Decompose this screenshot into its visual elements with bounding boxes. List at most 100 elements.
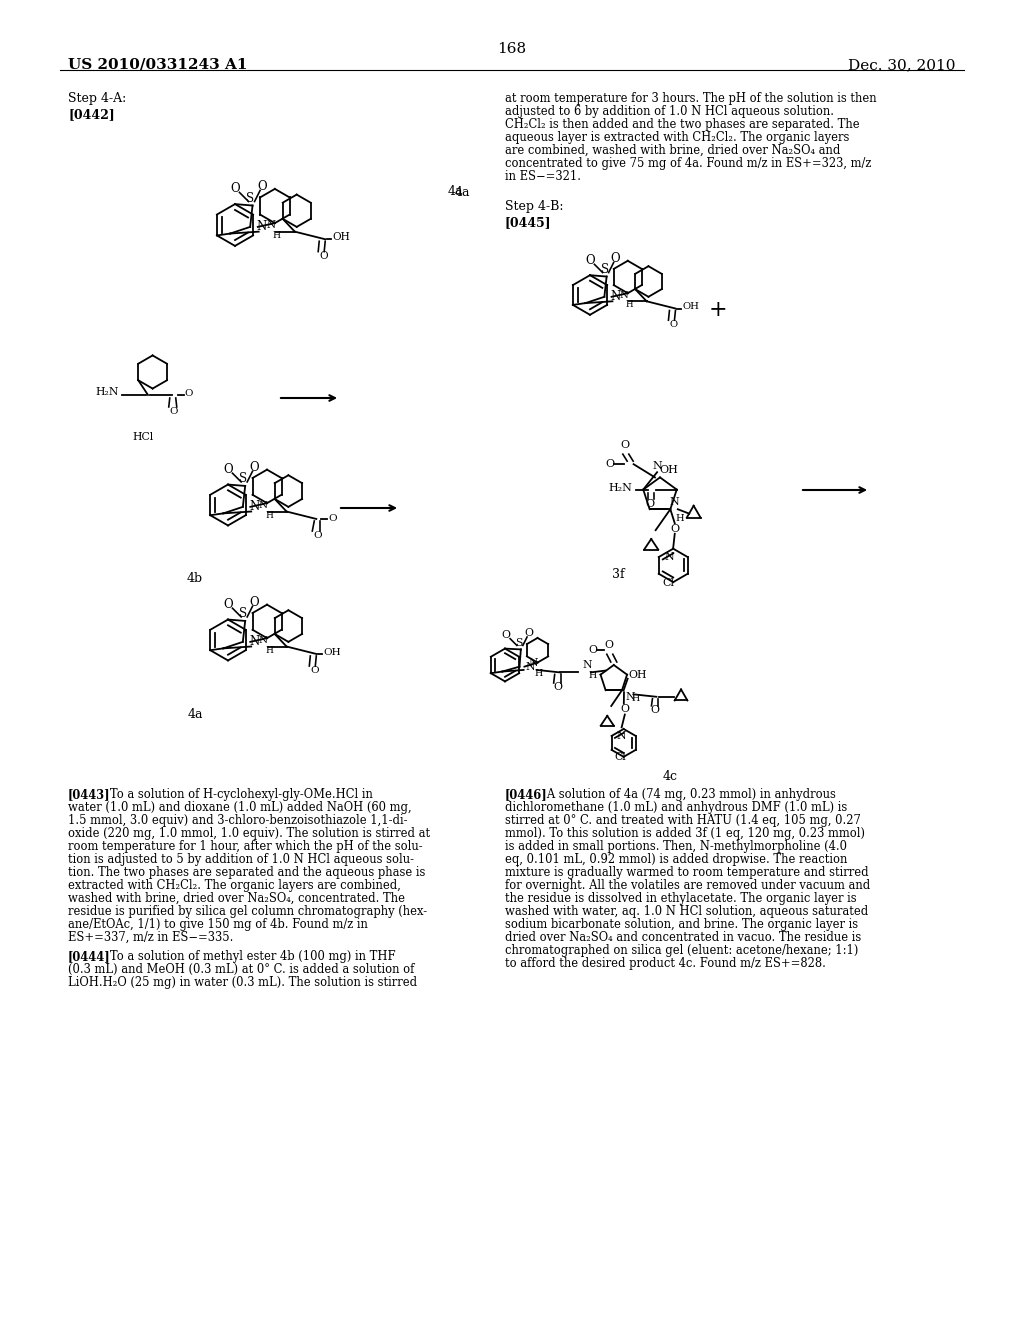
Text: 168: 168 [498, 42, 526, 55]
Text: O: O [524, 628, 534, 638]
Text: O: O [588, 645, 597, 655]
Text: tion is adjusted to 5 by addition of 1.0 N HCl aqueous solu-: tion is adjusted to 5 by addition of 1.0… [68, 853, 414, 866]
Text: O: O [621, 704, 630, 714]
Text: mixture is gradually warmed to room temperature and stirred: mixture is gradually warmed to room temp… [505, 866, 868, 879]
Text: N: N [249, 635, 260, 648]
Text: extracted with CH₂Cl₂. The organic layers are combined,: extracted with CH₂Cl₂. The organic layer… [68, 879, 400, 892]
Text: O: O [184, 388, 193, 397]
Text: ES+=337, m/z in ES−=335.: ES+=337, m/z in ES−=335. [68, 931, 233, 944]
Text: at room temperature for 3 hours. The pH of the solution is then: at room temperature for 3 hours. The pH … [505, 92, 877, 106]
Text: N: N [626, 692, 635, 702]
Text: N: N [257, 220, 267, 234]
Text: tion. The two phases are separated and the aqueous phase is: tion. The two phases are separated and t… [68, 866, 425, 879]
Text: 3f: 3f [611, 568, 625, 581]
Text: 4c: 4c [663, 770, 678, 783]
Text: S: S [247, 191, 255, 205]
Text: O: O [313, 531, 323, 540]
Text: O: O [645, 499, 654, 508]
Text: O: O [257, 180, 267, 193]
Text: N: N [616, 731, 626, 741]
Text: O: O [670, 321, 678, 329]
Text: O: O [650, 705, 658, 715]
Text: stirred at 0° C. and treated with HATU (1.4 eq, 105 mg, 0.27: stirred at 0° C. and treated with HATU (… [505, 814, 861, 828]
Text: O: O [670, 524, 679, 533]
Text: N: N [583, 660, 592, 671]
Text: N: N [266, 219, 275, 230]
Text: O: O [329, 515, 337, 524]
Text: O: O [223, 598, 233, 611]
Text: 4b: 4b [187, 572, 203, 585]
Text: H: H [265, 511, 273, 520]
Text: chromatographed on silica gel (eluent: acetone/hexane; 1:1): chromatographed on silica gel (eluent: a… [505, 944, 858, 957]
Text: A solution of 4a (74 mg, 0.23 mmol) in anhydrous: A solution of 4a (74 mg, 0.23 mmol) in a… [537, 788, 836, 801]
Text: S: S [240, 607, 247, 620]
Text: the residue is dissolved in ethylacetate. The organic layer is: the residue is dissolved in ethylacetate… [505, 892, 857, 906]
Text: [0442]: [0442] [68, 108, 115, 121]
Text: mmol). To this solution is added 3f (1 eq, 120 mg, 0.23 mmol): mmol). To this solution is added 3f (1 e… [505, 828, 865, 840]
Text: O: O [310, 667, 318, 676]
Text: ane/EtOAc, 1/1) to give 150 mg of 4b. Found m/z in: ane/EtOAc, 1/1) to give 150 mg of 4b. Fo… [68, 917, 368, 931]
Text: is added in small portions. Then, N-methylmorpholine (4.0: is added in small portions. Then, N-meth… [505, 840, 847, 853]
Text: O: O [605, 459, 614, 469]
Text: N: N [259, 500, 267, 510]
Text: O: O [610, 252, 621, 265]
Text: H: H [589, 671, 597, 680]
Text: N: N [665, 552, 675, 562]
Text: dichloromethane (1.0 mL) and anhydrous DMF (1.0 mL) is: dichloromethane (1.0 mL) and anhydrous D… [505, 801, 847, 814]
Text: Cl: Cl [614, 752, 627, 762]
Text: 4a: 4a [187, 708, 203, 721]
Text: [0443]: [0443] [68, 788, 111, 801]
Text: +: + [709, 300, 727, 321]
Text: Dec. 30, 2010: Dec. 30, 2010 [849, 58, 956, 73]
Text: O: O [319, 251, 328, 261]
Text: H: H [631, 694, 639, 704]
Text: O: O [621, 440, 630, 450]
Text: N: N [259, 636, 267, 644]
Text: [0446]: [0446] [505, 788, 548, 801]
Text: room temperature for 1 hour, after which the pH of the solu-: room temperature for 1 hour, after which… [68, 840, 423, 853]
Text: To a solution of methyl ester 4b (100 mg) in THF: To a solution of methyl ester 4b (100 mg… [99, 950, 396, 964]
Text: H: H [626, 301, 634, 309]
Text: OH: OH [324, 648, 341, 656]
Text: residue is purified by silica gel column chromatography (hex-: residue is purified by silica gel column… [68, 906, 427, 917]
Text: OH: OH [683, 302, 699, 312]
Text: concentrated to give 75 mg of 4a. Found m/z in ES+=323, m/z: concentrated to give 75 mg of 4a. Found … [505, 157, 871, 170]
Text: N: N [249, 500, 260, 513]
Text: O: O [250, 461, 259, 474]
Text: 1.5 mmol, 3.0 equiv) and 3-chloro-benzoisothiazole 1,1-di-: 1.5 mmol, 3.0 equiv) and 3-chloro-benzoi… [68, 814, 408, 828]
Text: OH: OH [659, 465, 678, 475]
Text: 4a: 4a [447, 185, 463, 198]
Text: O: O [230, 182, 241, 195]
Text: S: S [240, 473, 247, 484]
Text: water (1.0 mL) and dioxane (1.0 mL) added NaOH (60 mg,: water (1.0 mL) and dioxane (1.0 mL) adde… [68, 801, 412, 814]
Text: for overnight. All the volatiles are removed under vacuum and: for overnight. All the volatiles are rem… [505, 879, 870, 892]
Text: Step 4-B:: Step 4-B: [505, 201, 563, 213]
Text: CH₂Cl₂ is then added and the two phases are separated. The: CH₂Cl₂ is then added and the two phases … [505, 117, 859, 131]
Text: in ES−=321.: in ES−=321. [505, 170, 581, 183]
Text: N: N [670, 498, 679, 507]
Text: N: N [620, 290, 629, 300]
Text: H: H [675, 513, 684, 523]
Text: H: H [273, 231, 281, 240]
Text: O: O [170, 407, 178, 416]
Text: HCl: HCl [132, 432, 154, 442]
Text: (0.3 mL) and MeOH (0.3 mL) at 0° C. is added a solution of: (0.3 mL) and MeOH (0.3 mL) at 0° C. is a… [68, 964, 415, 975]
Text: aqueous layer is extracted with CH₂Cl₂. The organic layers: aqueous layer is extracted with CH₂Cl₂. … [505, 131, 849, 144]
Text: Cl: Cl [663, 578, 675, 587]
Text: N: N [610, 290, 621, 304]
Text: OH: OH [629, 671, 647, 680]
Text: To a solution of H-cyclohexyl-gly-OMe.HCl in: To a solution of H-cyclohexyl-gly-OMe.HC… [99, 788, 373, 801]
Text: are combined, washed with brine, dried over Na₂SO₄ and: are combined, washed with brine, dried o… [505, 144, 841, 157]
Text: LiOH.H₂O (25 mg) in water (0.3 mL). The solution is stirred: LiOH.H₂O (25 mg) in water (0.3 mL). The … [68, 975, 417, 989]
Text: washed with brine, dried over Na₂SO₄, concentrated. The: washed with brine, dried over Na₂SO₄, co… [68, 892, 406, 906]
Text: eq, 0.101 mL, 0.92 mmol) is added dropwise. The reaction: eq, 0.101 mL, 0.92 mmol) is added dropwi… [505, 853, 848, 866]
Text: N: N [525, 661, 535, 672]
Text: O: O [502, 630, 511, 640]
Text: US 2010/0331243 A1: US 2010/0331243 A1 [68, 58, 248, 73]
Text: 4a: 4a [455, 186, 470, 199]
Text: N: N [528, 657, 538, 668]
Text: H₂N: H₂N [609, 483, 633, 492]
Text: S: S [600, 263, 608, 276]
Text: O: O [586, 253, 595, 267]
Text: N: N [652, 462, 662, 471]
